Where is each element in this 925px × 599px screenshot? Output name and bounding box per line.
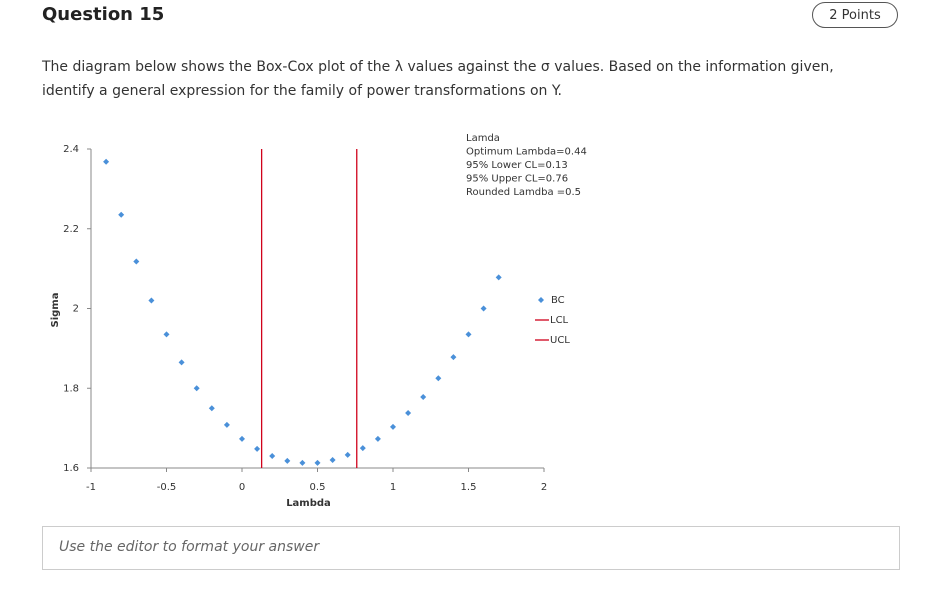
- x-tick-label: -0.5: [157, 482, 177, 493]
- annotation: Optimum Lambda=0.44: [466, 147, 587, 158]
- y-tick-label: 2.2: [63, 224, 79, 235]
- point: [163, 331, 170, 338]
- answer-editor[interactable]: Use the editor to format your answer: [42, 526, 900, 570]
- x-tick-label: 0.5: [310, 482, 326, 493]
- legend-label: BC: [551, 295, 565, 306]
- x-tick-label: 0: [239, 482, 245, 493]
- point: [239, 435, 245, 442]
- y-tick-label: 2.4: [63, 144, 79, 155]
- point: [118, 211, 125, 218]
- point: [480, 305, 487, 312]
- point: [374, 435, 381, 442]
- point: [178, 359, 185, 366]
- y-tick-label: 1.8: [63, 383, 79, 394]
- point: [208, 405, 215, 412]
- point: [435, 375, 442, 382]
- annotation: Lamda: [466, 133, 500, 144]
- point: [314, 459, 321, 466]
- point: [223, 421, 230, 428]
- point: [390, 423, 396, 430]
- point: [148, 297, 155, 304]
- x-tick-label: -1: [86, 482, 96, 493]
- point: [450, 354, 457, 361]
- point: [495, 274, 502, 281]
- question-title: Question 15: [42, 4, 165, 25]
- chart: 1.6 1.8 2 2.2 2.4 -1 -0.5 0 0.5 1 1.5 2 Lambda Sigma L…: [50, 133, 587, 509]
- point: [284, 457, 291, 464]
- annotation: 95% Lower CL=0.13: [466, 160, 568, 171]
- x-tick-label: 1: [390, 482, 396, 493]
- points-badge: 2 Points: [812, 2, 898, 28]
- question-text: The diagram below shows the Box-Cox plot…: [42, 59, 834, 99]
- point: [344, 451, 351, 458]
- point: [103, 158, 110, 165]
- point: [465, 331, 472, 338]
- point: [329, 457, 336, 464]
- point: [359, 445, 366, 452]
- point: [269, 453, 276, 460]
- point: [254, 445, 261, 452]
- x-tick-label: 2: [541, 482, 547, 493]
- point: [299, 459, 306, 466]
- point: [193, 385, 200, 392]
- point: [420, 394, 427, 401]
- legend-label: UCL: [550, 335, 570, 346]
- annotation: Rounded Lamdba =0.5: [466, 187, 581, 198]
- point: [405, 409, 412, 416]
- x-tick-label: 1.5: [461, 482, 477, 493]
- legend-label: LCL: [550, 315, 569, 326]
- y-tick-label: 2: [73, 304, 79, 315]
- x-axis-label: Lambda: [286, 498, 331, 509]
- y-tick-label: 1.6: [63, 463, 79, 474]
- y-axis-label: Sigma: [50, 293, 61, 328]
- annotation: 95% Upper CL=0.76: [466, 174, 568, 185]
- legend-swatch: [538, 297, 544, 303]
- point: [133, 258, 140, 265]
